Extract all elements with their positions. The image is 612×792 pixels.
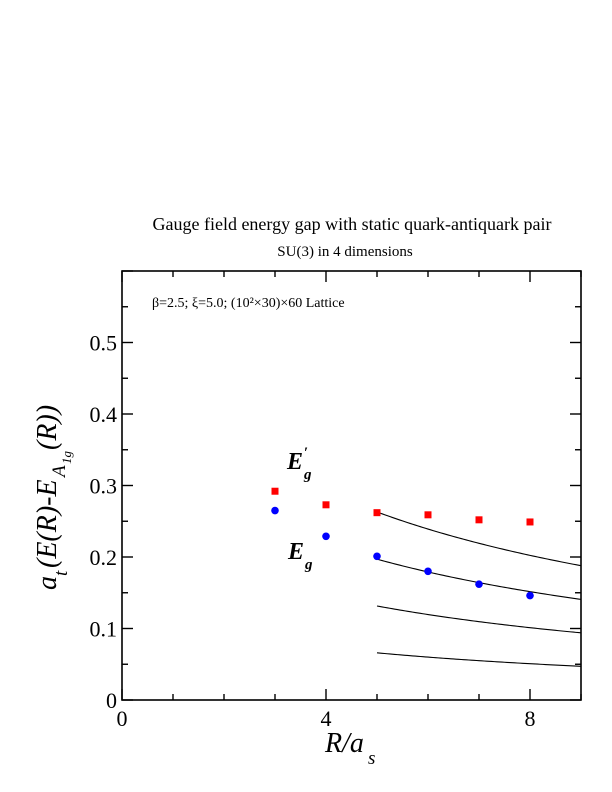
chart-subtitle: SU(3) in 4 dimensions	[277, 244, 413, 260]
point-egprime-2	[322, 501, 330, 509]
y-tick-label: 0	[106, 688, 117, 713]
point-eg-4	[424, 567, 432, 576]
point-eg-5	[475, 580, 483, 588]
point-egprime-6	[526, 518, 534, 526]
y-tick-label: 0.1	[90, 617, 118, 642]
svg-text:g: g	[304, 557, 313, 573]
point-egprime-1	[271, 487, 279, 495]
point-egprime-5	[475, 516, 483, 524]
svg-text:g: g	[303, 467, 312, 483]
point-egprime-3	[373, 509, 381, 517]
svg-text:(E(R)-E: (E(R)-E	[32, 479, 63, 568]
svg-text:1g: 1g	[59, 451, 74, 465]
x-tick-label: 8	[525, 706, 536, 731]
svg-text:a: a	[32, 576, 63, 590]
svg-text:(R)): (R))	[32, 405, 63, 450]
plot-frame	[121, 270, 582, 701]
y-tick-label: 0.2	[90, 545, 118, 570]
ticks-group	[121, 270, 582, 701]
x-tick-label: 0	[117, 706, 128, 731]
point-eg-2	[322, 532, 330, 541]
y-tick-label: 0.3	[90, 474, 118, 499]
model-curve-1	[376, 652, 582, 667]
point-eg-1	[271, 506, 279, 515]
svg-text:A: A	[49, 465, 70, 479]
svg-text:E: E	[286, 449, 303, 475]
y-tick-label: 0.5	[90, 331, 118, 356]
tick-labels-group: 0 4 8 0 0.1 0.2 0.3 0.4 0.5	[90, 331, 536, 732]
y-axis-title: a t (E(R)-E A 1g (R))	[32, 405, 74, 590]
point-eg-6	[526, 591, 534, 600]
model-curve-4	[376, 511, 582, 567]
curves-group	[376, 511, 582, 667]
model-curve-2	[376, 558, 582, 600]
points-group	[271, 487, 534, 600]
series-label-eg-prime: E ′ g	[286, 445, 312, 483]
point-eg-3	[373, 552, 381, 561]
x-axis-title: R/a s	[324, 728, 375, 769]
x-tick-label: 4	[321, 706, 332, 731]
series-label-eg: E g	[287, 539, 313, 573]
y-tick-label: 0.4	[90, 402, 118, 427]
lattice-annotation: β=2.5; ξ=5.0; (10²×30)×60 Lattice	[152, 296, 345, 311]
svg-text:R/a: R/a	[324, 728, 364, 759]
chart-title: Gauge field energy gap with static quark…	[152, 214, 551, 234]
point-egprime-4	[424, 511, 432, 519]
svg-text:′: ′	[304, 445, 308, 461]
svg-text:E: E	[287, 539, 304, 565]
svg-text:t: t	[51, 570, 72, 576]
svg-text:s: s	[368, 748, 375, 769]
model-curve-3	[376, 605, 582, 634]
